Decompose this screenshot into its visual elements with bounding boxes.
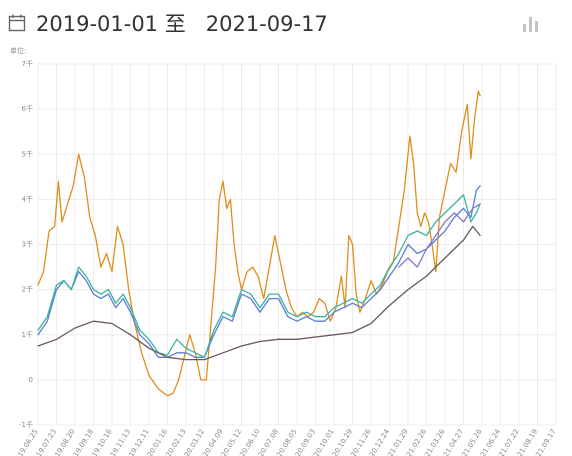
y-tick-label: 0 <box>29 376 33 384</box>
series-lines <box>37 90 481 397</box>
y-tick-label: 2千 <box>22 285 33 294</box>
series-line <box>398 203 481 268</box>
y-tick-label: 4千 <box>22 194 33 203</box>
unit-label: 单位: <box>10 47 27 55</box>
series-line <box>37 90 481 397</box>
chart-header: 2019-01-01 至 2021-09-17 <box>0 0 572 44</box>
date-range-label[interactable]: 2019-01-01 至 2021-09-17 <box>36 12 328 36</box>
y-tick-label: 7千 <box>22 59 33 68</box>
bar-chart-icon[interactable] <box>520 14 542 34</box>
x-axis-labels: 2019.06.252019.07.232019.08.202019.09.18… <box>12 427 558 456</box>
grid-lines <box>37 63 557 426</box>
y-tick-label: 3千 <box>22 240 33 249</box>
y-tick-label: 1千 <box>22 330 33 339</box>
y-axis-labels: 7千 6千 5千 4千 3千 2千 1千 0 -1千 <box>19 59 33 429</box>
series-line <box>37 225 481 361</box>
y-tick-label: -1千 <box>19 420 33 429</box>
series-line <box>37 194 481 358</box>
y-tick-label: 5千 <box>22 149 33 158</box>
calendar-icon[interactable] <box>8 14 26 32</box>
series-line <box>37 185 481 358</box>
y-tick-label: 6千 <box>22 104 33 113</box>
